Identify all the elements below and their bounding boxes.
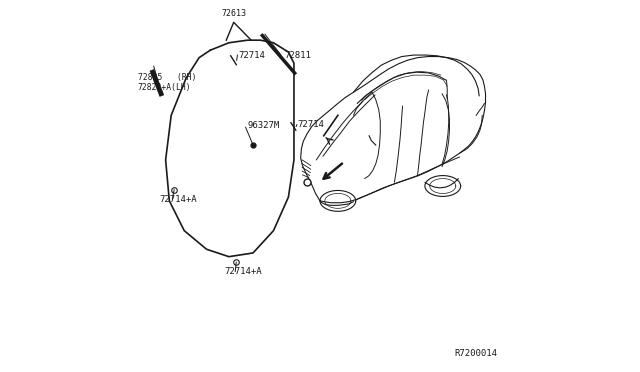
Text: 72613: 72613	[221, 9, 246, 18]
Text: 72714+A: 72714+A	[224, 267, 262, 276]
Text: 72714+A: 72714+A	[159, 195, 197, 203]
Text: 72714: 72714	[298, 120, 324, 129]
Text: 72823+A(LH): 72823+A(LH)	[138, 83, 191, 92]
Text: 72825   (RH): 72825 (RH)	[138, 73, 196, 82]
Text: 96327M: 96327M	[248, 121, 280, 130]
Text: 72811: 72811	[285, 51, 312, 60]
Text: 72714: 72714	[238, 51, 265, 60]
Text: R7200014: R7200014	[455, 349, 498, 358]
